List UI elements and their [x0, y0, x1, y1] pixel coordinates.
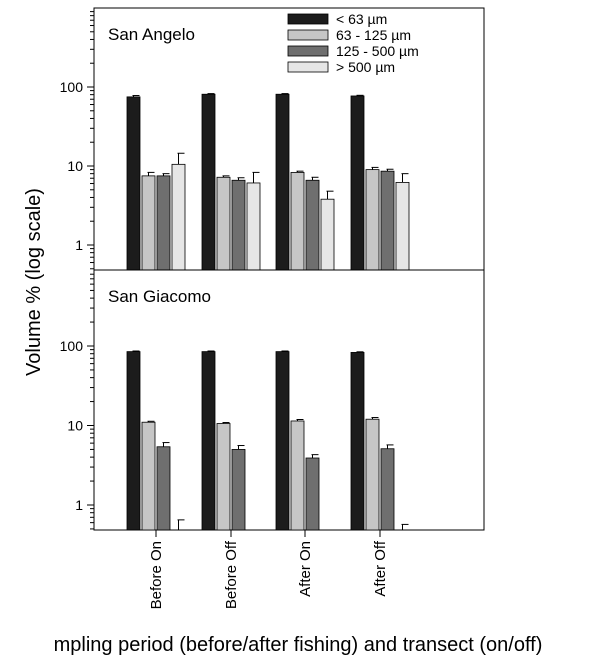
- bar: [141, 421, 156, 531]
- bar: [201, 351, 216, 531]
- bar: [216, 176, 231, 271]
- y-tick-label: 100: [60, 338, 84, 354]
- bar: [156, 175, 171, 271]
- bar: [171, 163, 186, 271]
- bar: [290, 420, 305, 531]
- y-tick-label: 100: [60, 79, 84, 95]
- legend-label: > 500 µm: [336, 59, 395, 75]
- bar: [320, 198, 335, 271]
- bar: [350, 352, 365, 531]
- panel-2: San Giacomo 1 10 100: [60, 269, 485, 531]
- legend-swatch: [287, 45, 329, 57]
- bar: [350, 95, 365, 271]
- y-tick-label: 10: [67, 418, 83, 434]
- bar: [156, 446, 171, 531]
- category-label: After On: [297, 541, 314, 597]
- bar: [380, 170, 395, 271]
- legend-swatch: [287, 29, 329, 41]
- bar: [395, 182, 410, 271]
- legend-swatch: [287, 13, 329, 25]
- bar: [305, 457, 320, 531]
- bar: [275, 351, 290, 531]
- bar: [365, 169, 380, 271]
- bar: [126, 351, 141, 531]
- category-label: Before On: [148, 541, 165, 609]
- bar: [380, 448, 395, 531]
- bar: [126, 96, 141, 271]
- chart-panels: San Angelo 1 10 100 San Giacomo 1 10 100: [60, 7, 485, 531]
- legend-label: 125 - 500 µm: [336, 43, 419, 59]
- bar: [365, 418, 380, 531]
- y-tick-label: 10: [67, 158, 83, 174]
- panel-1: San Angelo 1 10 100: [60, 7, 485, 271]
- bar: [246, 182, 261, 271]
- bar: [305, 179, 320, 271]
- panel-title: San Angelo: [108, 25, 195, 44]
- y-tick-label: 1: [75, 497, 83, 513]
- bar: [231, 449, 246, 531]
- x-axis-label: mpling period (before/after fishing) and…: [54, 634, 543, 656]
- bar: [231, 179, 246, 271]
- bar: [290, 171, 305, 271]
- y-tick-label: 1: [75, 237, 83, 253]
- category-labels: Before On Before Off After On After Off: [148, 530, 389, 609]
- panel-title: San Giacomo: [108, 287, 211, 306]
- bar: [201, 93, 216, 271]
- category-label: Before Off: [223, 540, 240, 609]
- category-label: After Off: [372, 540, 389, 596]
- legend-label: < 63 µm: [336, 11, 387, 27]
- bar: [275, 93, 290, 271]
- y-axis-label: Volume % (log scale): [23, 188, 45, 376]
- bar: [141, 175, 156, 271]
- legend-swatch: [287, 61, 329, 73]
- bar: [216, 423, 231, 531]
- legend-label: 63 - 125 µm: [336, 27, 411, 43]
